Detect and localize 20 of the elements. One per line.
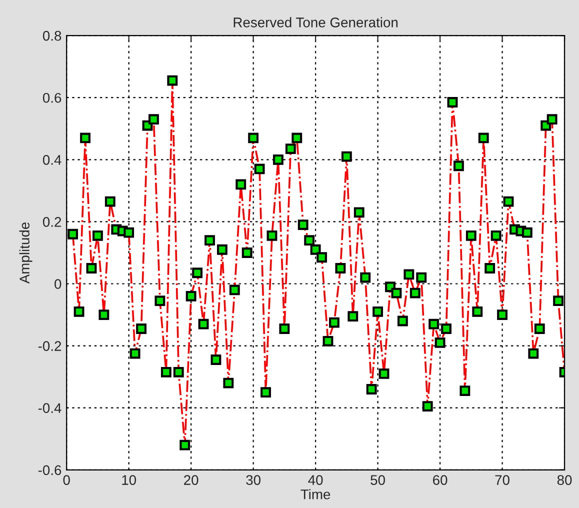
x-axis-title: Time: [300, 489, 330, 500]
y-tick-label: 0.8: [42, 30, 62, 41]
y-tick-label: 0.2: [42, 217, 62, 227]
x-tick-label: 0: [63, 475, 70, 485]
y-tick-label: 0: [54, 279, 62, 289]
y-tick-label: 0.6: [42, 92, 62, 103]
x-tick-label: 10: [122, 475, 136, 485]
x-tick-label: 60: [433, 475, 448, 485]
x-tick-label: 40: [308, 475, 323, 485]
x-tick-label: 80: [557, 475, 572, 485]
y-tick-label: -0.2: [38, 341, 62, 351]
y-tick-label: -0.6: [38, 465, 62, 476]
chart-title: Reserved Tone Generation: [234, 17, 398, 28]
x-tick-label: 50: [370, 475, 385, 485]
x-tick-label: 70: [495, 475, 510, 485]
x-tick-label: 20: [184, 475, 198, 485]
x-tick-label: 30: [246, 475, 260, 485]
y-tick-label: 0.4: [42, 154, 62, 165]
y-tick-label: -0.4: [38, 403, 62, 414]
y-axis-title: Amplitude: [19, 222, 32, 284]
